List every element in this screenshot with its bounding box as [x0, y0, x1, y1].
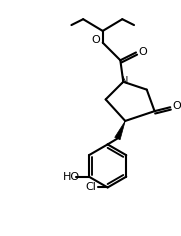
Text: O: O [138, 47, 147, 57]
Text: O: O [92, 35, 100, 45]
Text: HO: HO [63, 172, 80, 182]
Text: O: O [173, 101, 181, 111]
Polygon shape [115, 121, 125, 140]
Text: N: N [121, 76, 128, 86]
Text: Cl: Cl [86, 182, 96, 193]
